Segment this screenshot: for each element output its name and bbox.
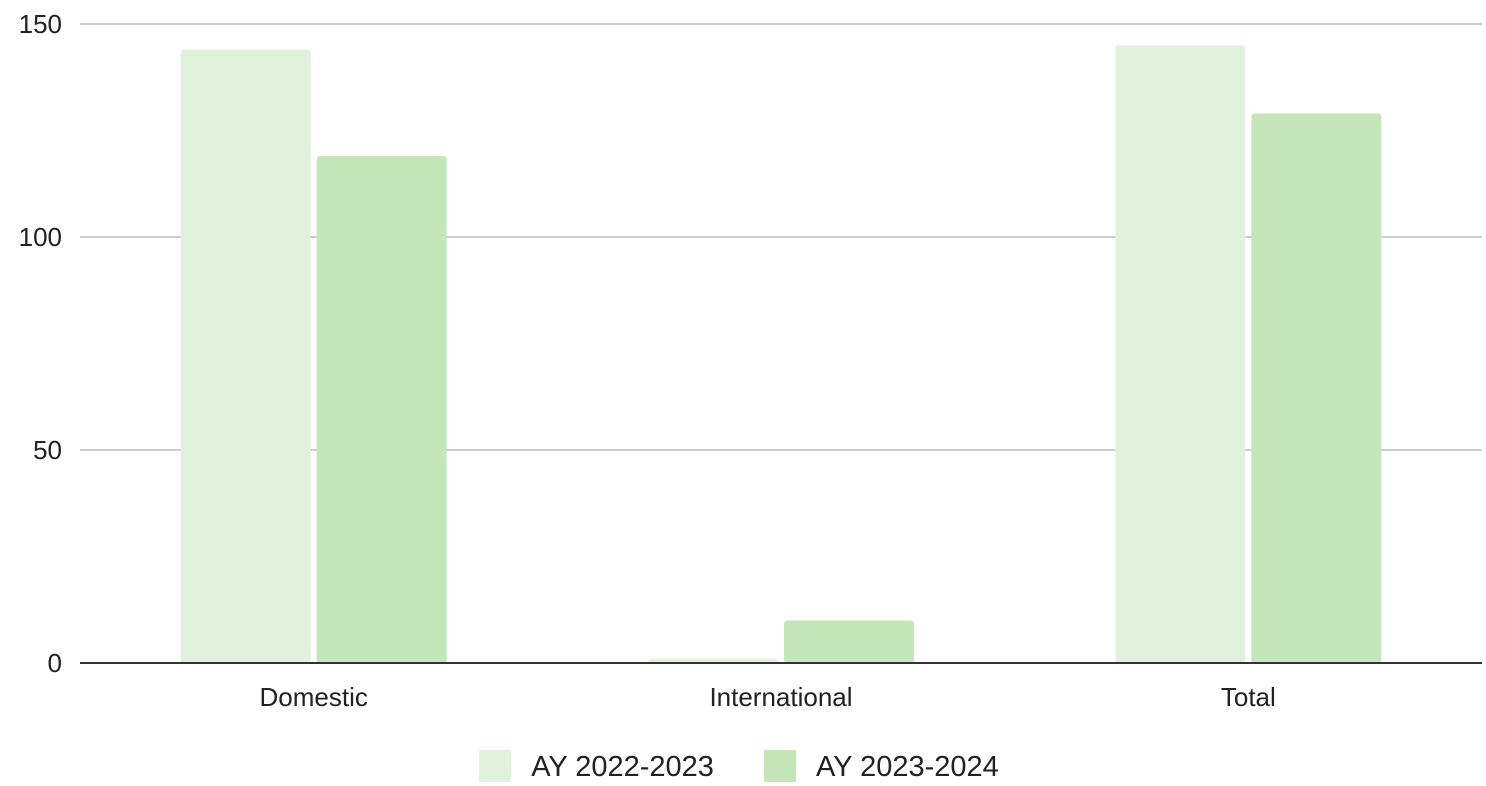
bars: [180, 45, 1382, 664]
y-tick-label: 0: [48, 648, 62, 678]
x-tick-label: Domestic: [259, 682, 367, 712]
bar-international-series-2: [784, 620, 914, 663]
legend-swatch: [764, 750, 796, 782]
x-tick-label: International: [709, 682, 852, 712]
bar-domestic-series-2: [316, 156, 447, 663]
x-tick-label: Total: [1221, 682, 1276, 712]
bar-total-series-2: [1251, 113, 1382, 663]
legend-swatch: [479, 750, 512, 782]
y-tick-label: 100: [19, 222, 62, 252]
gridlines: [80, 23, 1482, 451]
legend: AY 2022-2023 AY 2023-2024: [479, 750, 999, 783]
bar-total-series-1: [1115, 45, 1246, 664]
x-axis-category-labels: Domestic International Total: [259, 682, 1275, 712]
legend-label: AY 2023-2024: [816, 751, 999, 783]
bar-domestic-series-1: [180, 49, 311, 664]
y-tick-label: 150: [19, 9, 62, 39]
bar-international-series-1: [648, 658, 778, 663]
legend-label: AY 2022-2023: [531, 751, 714, 783]
y-tick-label: 50: [33, 435, 62, 465]
y-axis-tick-labels: 0 50 100 150: [19, 9, 62, 678]
